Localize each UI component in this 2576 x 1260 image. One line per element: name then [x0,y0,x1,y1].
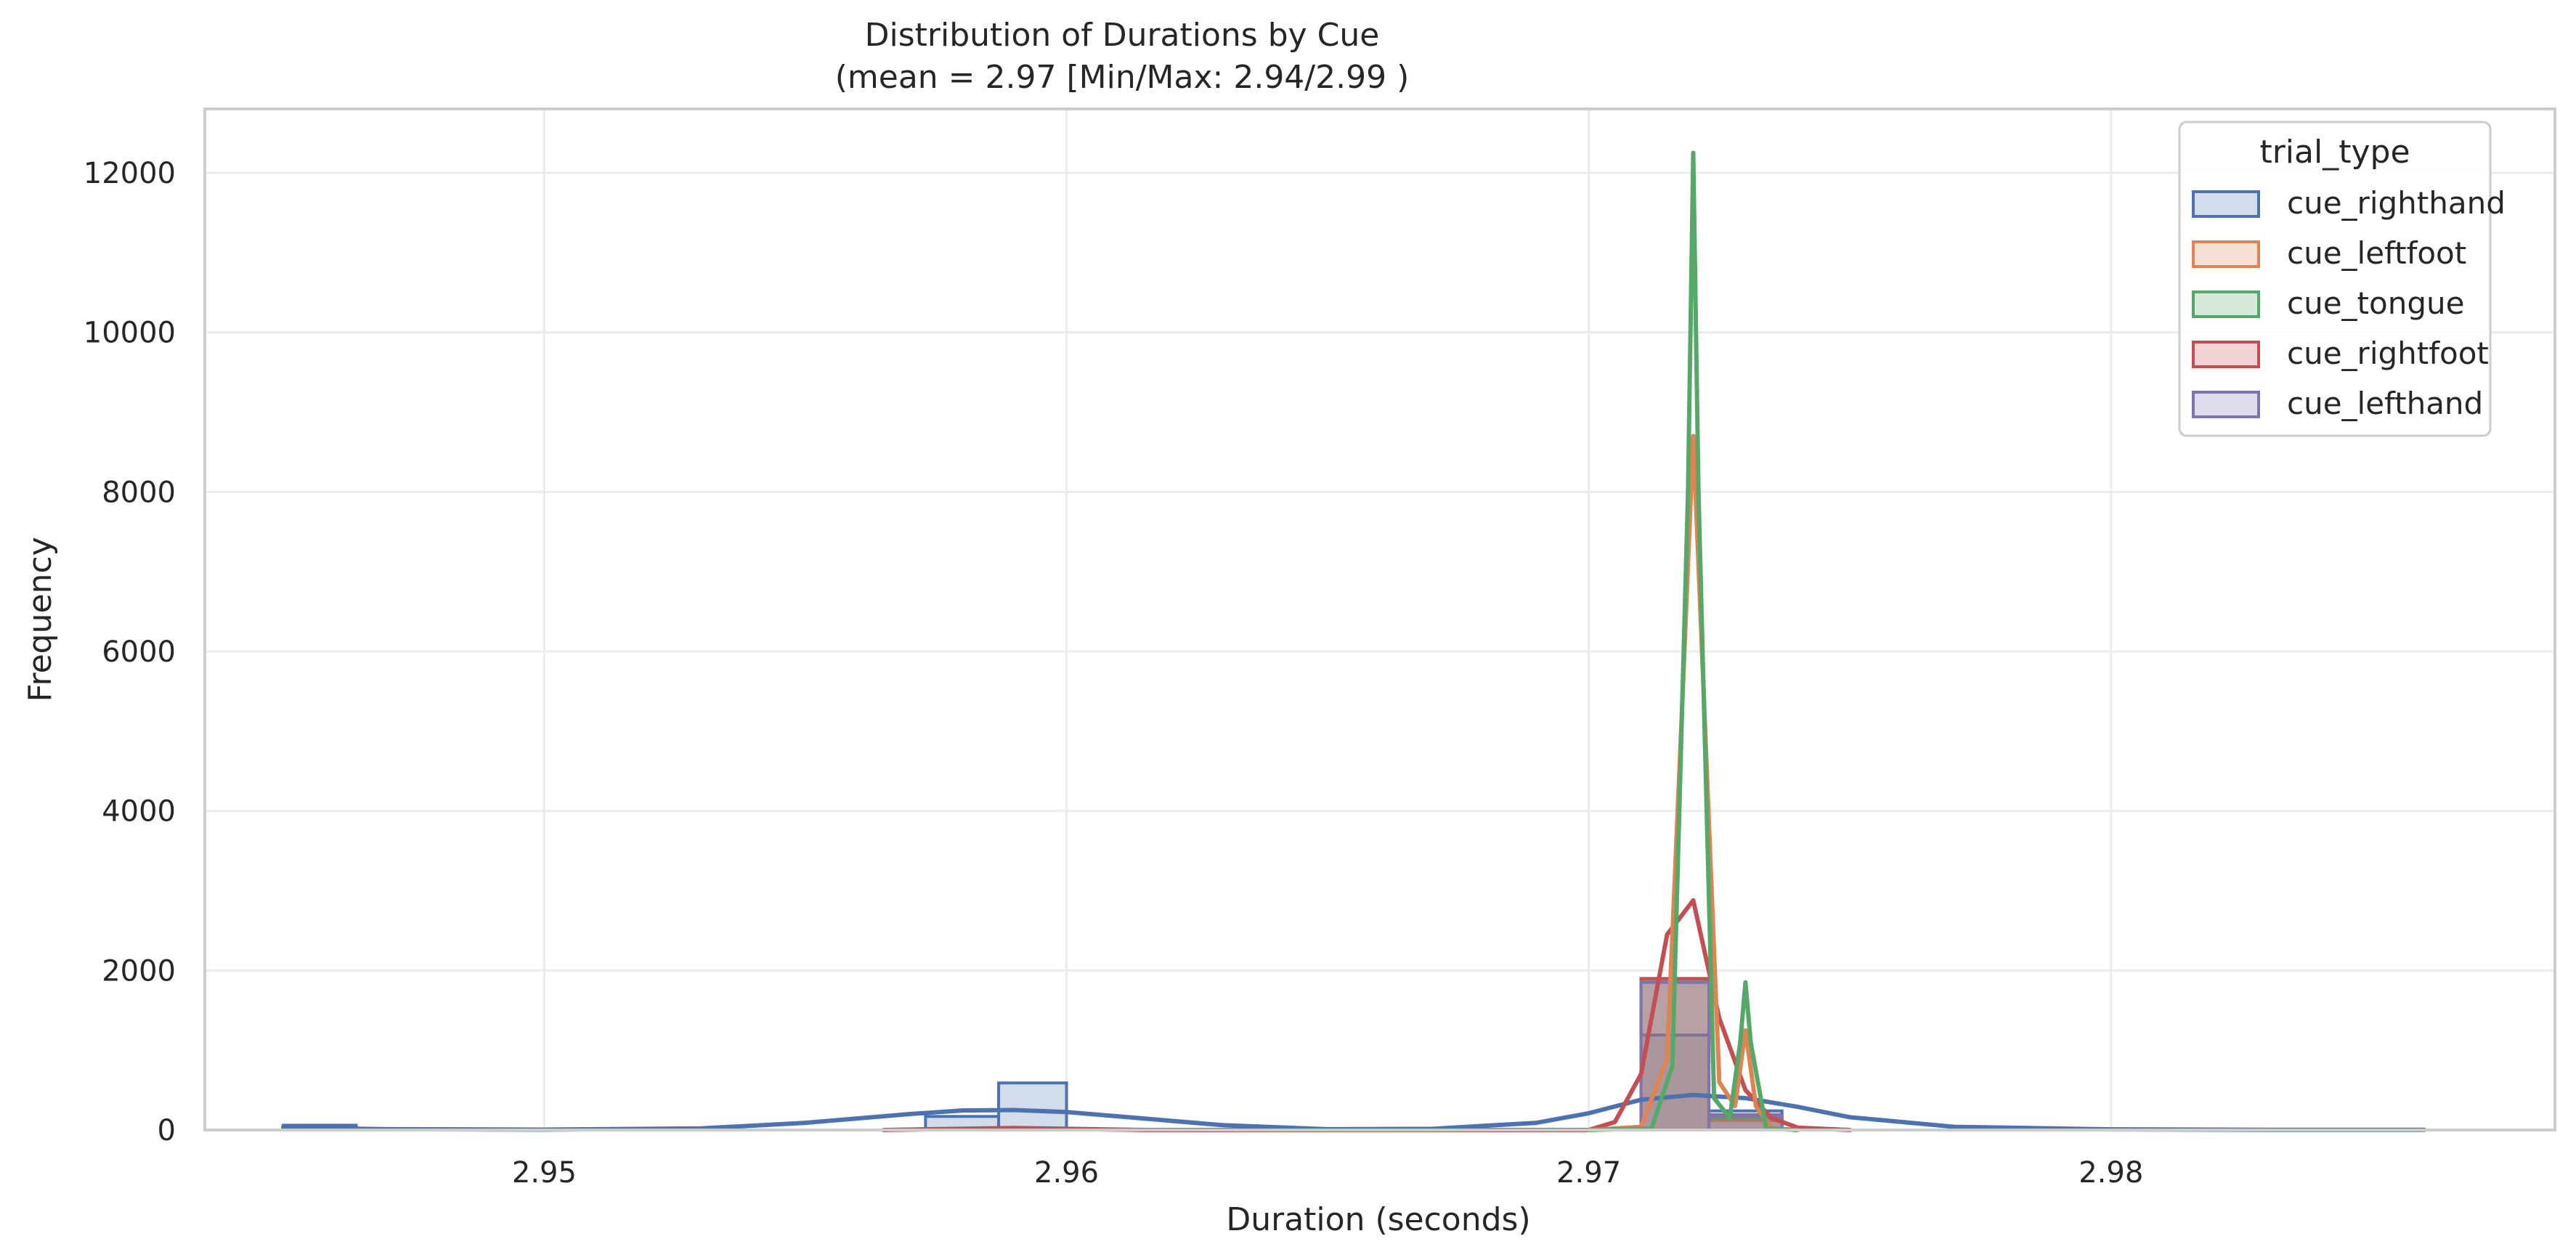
kde-line-cue_tongue [1586,150,1800,1132]
plot-frame [203,107,2556,1131]
y-tick-label: 2000 [102,954,176,988]
y-axis-label: Frequency [22,537,59,702]
kde-line-cue_leftfoot [1586,434,1800,1132]
x-tick-label: 2.98 [2079,1156,2143,1190]
x-axis-ticks: 2.95 2.96 2.97 2.98 [512,1156,2143,1190]
legend-label-cue_leftfoot: cue_leftfoot [2287,235,2466,271]
y-tick-label: 0 [158,1114,176,1147]
legend-swatch-cue_leftfoot [2192,240,2260,268]
y-tick-label: 10000 [84,317,176,350]
y-tick-label: 4000 [102,795,176,829]
x-axis-label: Duration (seconds) [1226,1201,1530,1238]
legend-items: cue_righthand cue_leftfoot cue_tongue cue_r… [2192,185,2506,421]
legend-label-cue_righthand: cue_righthand [2287,185,2506,221]
histogram-bar-cue_righthand [997,1081,1068,1131]
legend-swatch-cue_righthand [2192,190,2260,218]
plot-area [203,107,2556,1132]
legend-label-cue_rightfoot: cue_rightfoot [2287,336,2489,371]
legend-swatch-cue_rightfoot [2192,341,2260,368]
legend-title: trial_type [2259,134,2410,171]
legend-label-cue_tongue: cue_tongue [2287,285,2464,321]
y-tick-label: 8000 [102,476,176,509]
legend: trial_type cue_righthandcue_leftfootcue_… [2178,121,2506,437]
y-tick-label: 6000 [102,635,176,669]
legend-label-cue_lefthand: cue_lefthand [2287,386,2483,421]
chart-title: Distribution of Durations by Cue [865,17,1380,54]
legend-swatch-cue_tongue [2192,290,2260,318]
y-axis-ticks: 0 2000 4000 6000 8000 10000 12000 [84,157,176,1147]
legend-swatch-cue_lefthand [2192,391,2260,418]
x-tick-label: 2.96 [1034,1156,1099,1190]
y-tick-label: 12000 [84,157,176,190]
grid-lines [205,109,2555,1131]
x-tick-label: 2.95 [512,1156,577,1190]
x-tick-label: 2.97 [1556,1156,1621,1190]
chart-subtitle: (mean = 2.97 [Min/Max: 2.94/2.99 ) [835,59,1410,96]
